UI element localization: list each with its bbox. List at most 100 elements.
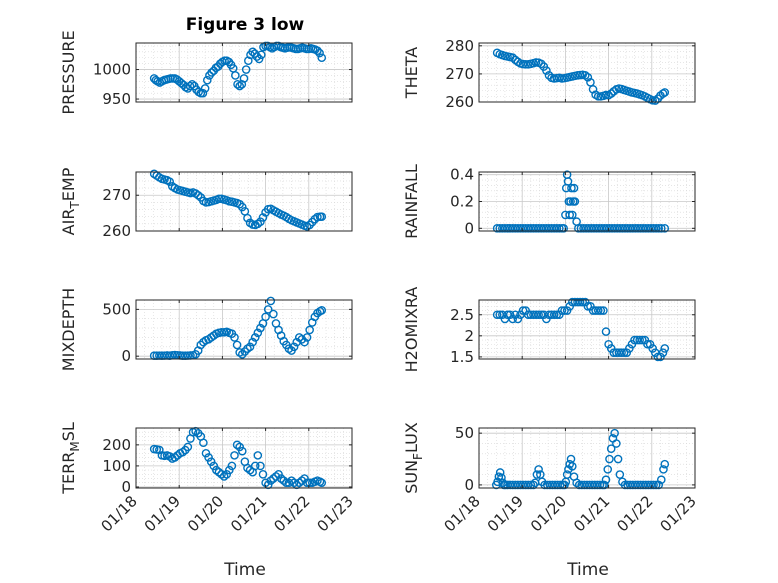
data-point <box>583 72 593 82</box>
x-tick-label: 01/23 <box>314 492 357 535</box>
data-point <box>165 177 174 186</box>
data-point <box>651 224 661 233</box>
data-point <box>252 52 262 61</box>
subplot-2: 260 270 280 THETA <box>402 37 696 111</box>
data-point <box>601 475 611 485</box>
y-tick-label: 1.5 <box>450 348 474 366</box>
data-point <box>230 333 239 342</box>
data-point <box>243 463 252 473</box>
data-point <box>648 344 657 353</box>
data-point <box>638 335 647 345</box>
data-point <box>513 314 523 324</box>
subplot-4: 0 0.2 0.4 RAINFALL <box>402 164 696 239</box>
data-point <box>654 224 664 233</box>
y-tick-label: 0 <box>121 347 131 365</box>
subplot-3: 260 270 AIRTEMP <box>59 167 353 240</box>
data-point <box>237 446 247 456</box>
data-point <box>271 472 281 481</box>
x-tick-label: 01/21 <box>570 492 613 535</box>
data-point <box>565 302 575 311</box>
data-point <box>317 305 327 315</box>
axes-frame <box>478 299 696 360</box>
data-point <box>604 339 613 349</box>
data-point <box>204 453 213 462</box>
data-point <box>657 475 666 485</box>
y-tick-label: 1000 <box>93 61 131 79</box>
data-markers <box>149 426 327 490</box>
y-tick-label: 280 <box>445 37 474 55</box>
y-tick-label: 0 <box>121 478 131 496</box>
data-point <box>565 459 575 469</box>
data-point <box>266 296 276 306</box>
data-point <box>555 224 564 233</box>
data-point <box>578 297 587 307</box>
data-point <box>635 335 645 345</box>
data-point <box>170 453 180 462</box>
data-point <box>230 451 239 460</box>
data-point <box>565 210 575 220</box>
data-point <box>605 454 614 464</box>
data-point <box>658 89 668 98</box>
data-point <box>258 213 268 222</box>
data-point <box>542 314 551 324</box>
data-point <box>508 314 518 324</box>
data-point <box>237 202 247 212</box>
data-point <box>615 470 625 479</box>
data-point <box>256 323 265 333</box>
data-point <box>497 473 506 482</box>
data-point <box>566 197 575 206</box>
data-point <box>317 478 327 488</box>
data-point <box>593 92 603 101</box>
data-point <box>261 312 270 322</box>
data-point <box>253 219 263 229</box>
data-point <box>625 344 634 353</box>
data-point <box>243 213 252 223</box>
y-tick-label: 0 <box>464 476 474 494</box>
x-axis-label-right: Time <box>566 560 609 580</box>
data-point <box>534 310 543 320</box>
data-point <box>207 68 216 77</box>
data-point <box>287 476 296 485</box>
data-point <box>305 325 314 335</box>
data-point <box>217 470 226 479</box>
data-point <box>227 461 237 471</box>
subplot-7: 0 100 200 01/18 01/19 01/20 01/21 01/22 01/23 TER… <box>59 422 357 535</box>
data-point <box>317 53 327 63</box>
axes-frame <box>135 427 353 489</box>
data-point <box>178 447 187 457</box>
y-tick-label: 270 <box>445 65 474 83</box>
data-point <box>199 438 208 448</box>
data-point <box>560 306 569 315</box>
data-point <box>534 465 543 474</box>
y-axis-label: TERRMSL <box>59 422 82 495</box>
data-point <box>656 352 665 362</box>
data-point <box>505 310 515 320</box>
data-point <box>232 340 242 350</box>
subplot-6: 1.5 2 2.5 H2OMIXRA <box>402 287 696 372</box>
data-point <box>583 302 593 311</box>
data-point <box>185 81 195 91</box>
data-point <box>622 348 632 357</box>
y-tick-label: 2 <box>464 327 474 345</box>
data-point <box>617 348 626 357</box>
data-point <box>532 470 542 479</box>
subplot-1: 950 1000 PRESSURE <box>59 30 353 115</box>
data-point <box>183 442 193 452</box>
y-tick-label: 270 <box>102 186 131 204</box>
x-tick-label: 01/22 <box>613 492 656 535</box>
data-point <box>569 183 579 193</box>
y-tick-label: 2.5 <box>450 306 474 324</box>
data-point <box>233 80 242 89</box>
data-markers <box>149 41 327 98</box>
axes-frame <box>478 42 696 103</box>
y-tick-label: 950 <box>102 90 131 108</box>
data-point <box>508 53 518 62</box>
data-point <box>239 74 249 83</box>
data-point <box>284 478 294 488</box>
data-point <box>253 451 263 460</box>
data-point <box>653 352 663 362</box>
data-point <box>660 459 670 469</box>
data-point <box>201 448 211 458</box>
data-point <box>510 310 520 320</box>
